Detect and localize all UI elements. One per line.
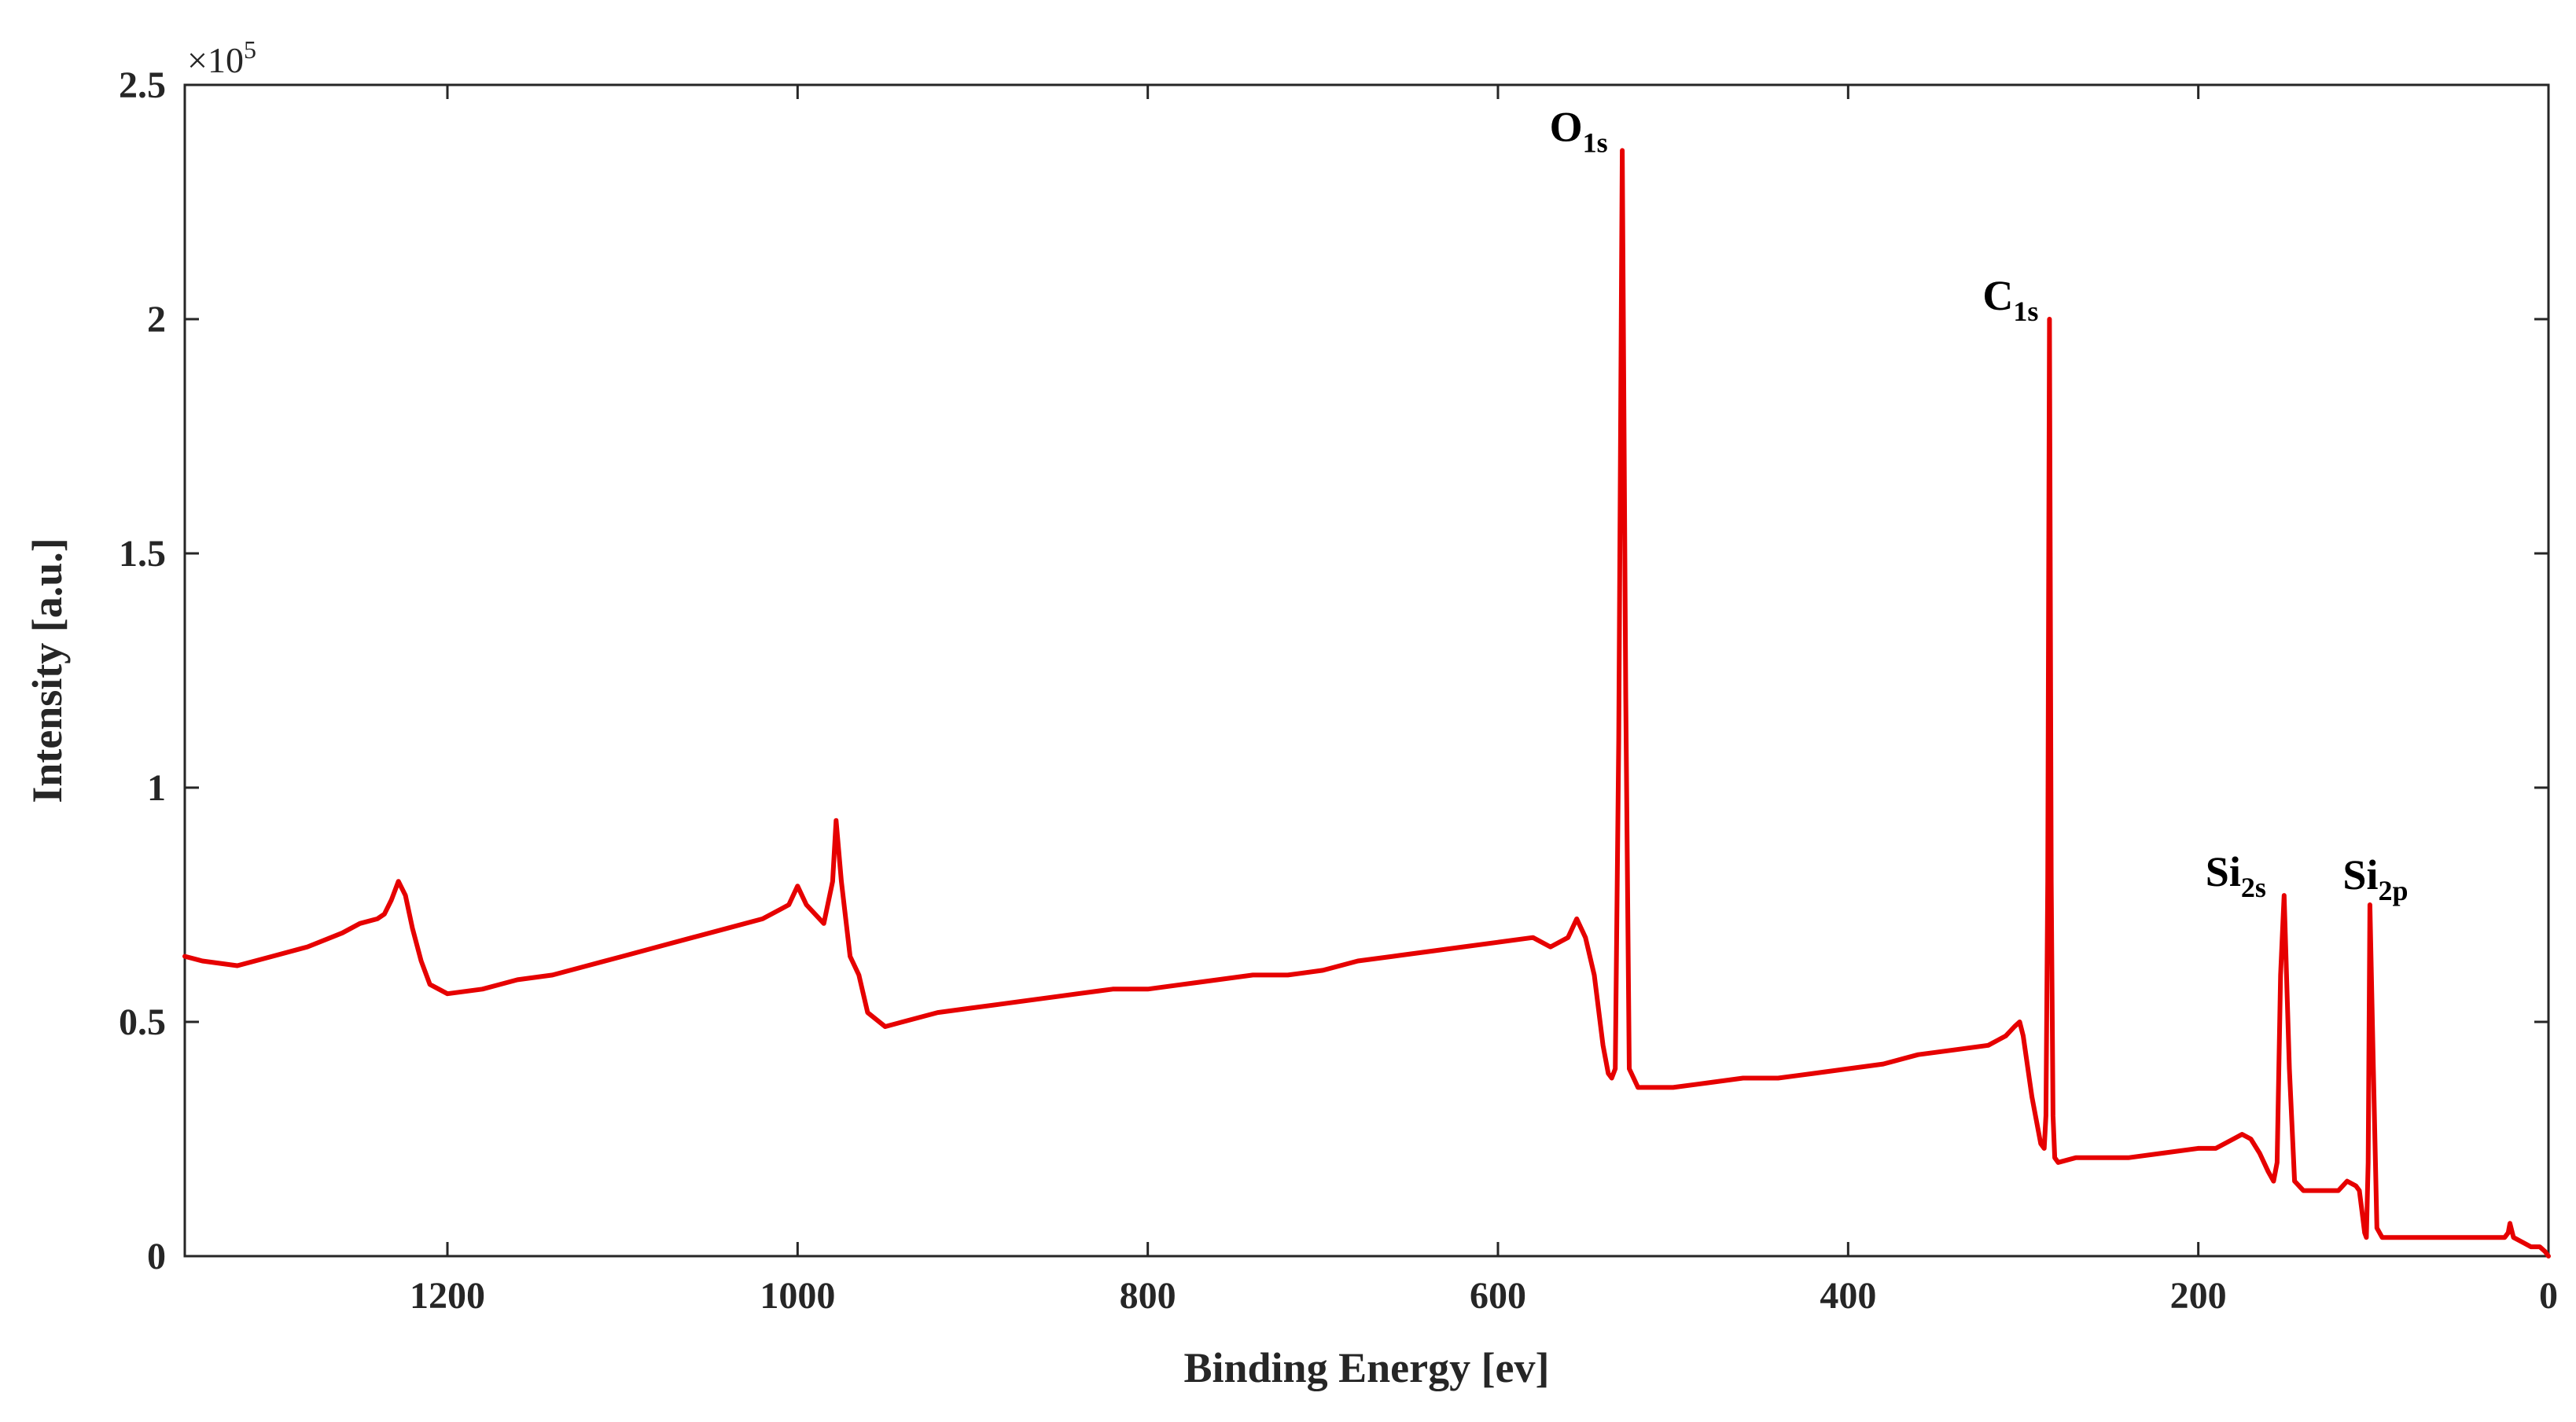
x-tick-label: 400 xyxy=(1820,1275,1876,1317)
peak-label: C1s xyxy=(1982,272,2038,327)
x-tick-label: 200 xyxy=(2170,1275,2227,1317)
plot-area xyxy=(183,83,2550,1258)
y-tick-label: 0 xyxy=(147,1236,166,1277)
y-axis-label: Intensity [a.u.] xyxy=(24,538,71,803)
peak-label-subscript: 2p xyxy=(2378,875,2408,906)
peak-label-base: O xyxy=(1550,103,1583,150)
x-tick-label: 800 xyxy=(1120,1275,1176,1317)
peak-label-subscript: 2s xyxy=(2241,872,2266,903)
x-tick-label: 1200 xyxy=(410,1275,485,1317)
y-tick-label: 0.5 xyxy=(119,1001,166,1043)
x-axis-ticks: 1200 1000 800 600 400 200 0 xyxy=(410,85,2558,1317)
spectrum-line xyxy=(182,148,2551,1258)
spectrum-line-layer xyxy=(182,148,2551,1258)
y-tick-label: 2.5 xyxy=(119,64,166,106)
peak-label: Si2p xyxy=(2342,851,2408,906)
peak-label-subscript: 1s xyxy=(1583,127,1608,158)
peak-label: Si2s xyxy=(2206,848,2266,903)
y-axis-ticks: 0 0.5 1 1.5 2 2.5 xyxy=(119,64,2548,1277)
x-tick-label: 1000 xyxy=(760,1275,835,1317)
y-tick-label: 1 xyxy=(147,767,166,809)
x-tick-label: 600 xyxy=(1470,1275,1526,1317)
y-axis-multiplier: ×105 xyxy=(187,35,256,80)
peak-label: O1s xyxy=(1550,103,1608,158)
x-tick-label: 0 xyxy=(2539,1275,2558,1317)
peak-label-subscript: 1s xyxy=(2013,296,2038,327)
peak-label-base: C xyxy=(1982,272,2013,319)
y-tick-label: 1.5 xyxy=(119,533,166,575)
y-tick-label: 2 xyxy=(147,299,166,340)
x-axis-label: Binding Energy [ev] xyxy=(1183,1344,1549,1391)
y-axis-multiplier-base: ×10 xyxy=(187,40,244,80)
peak-label-base: Si xyxy=(2206,848,2241,895)
peak-label-base: Si xyxy=(2342,851,2378,898)
y-axis-multiplier-exponent: 5 xyxy=(244,35,256,64)
